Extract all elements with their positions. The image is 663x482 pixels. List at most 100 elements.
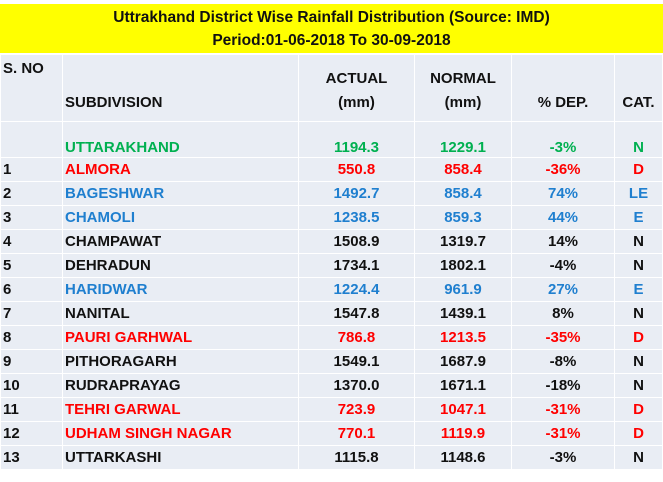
- subdivision-cell: PAURI GARHWAL: [62, 325, 299, 350]
- actual-cell: 1115.8: [298, 445, 415, 470]
- header-normal: NORMAL (mm): [414, 54, 512, 122]
- category-cell: D: [614, 157, 663, 182]
- sno-cell: 9: [0, 349, 63, 374]
- header-actual-unit: (mm): [338, 94, 375, 111]
- header-cat: CAT.: [614, 54, 663, 122]
- departure-cell: -35%: [511, 325, 615, 350]
- table-row: 4 CHAMPAWAT 1508.9 1319.7 14% N: [0, 229, 663, 254]
- table-row: 8 PAURI GARHWAL 786.8 1213.5 -35% D: [0, 325, 663, 350]
- category-cell: N: [614, 229, 663, 254]
- category-cell: N: [614, 121, 663, 158]
- sno-cell: 11: [0, 397, 63, 422]
- subdivision-cell: UDHAM SINGH NAGAR: [62, 421, 299, 446]
- sno-cell: 2: [0, 181, 63, 206]
- table-row: 6 HARIDWAR 1224.4 961.9 27% E: [0, 277, 663, 302]
- category-cell: D: [614, 421, 663, 446]
- header-normal-unit: (mm): [444, 94, 482, 111]
- sno-cell: [0, 121, 63, 158]
- title: Uttrakhand District Wise Rainfall Distri…: [113, 9, 550, 26]
- subdivision-cell: CHAMPAWAT: [62, 229, 299, 254]
- state-total-row: UTTARAKHAND 1194.3 1229.1 -3% N: [0, 121, 663, 158]
- header-sno: S. NO: [0, 54, 63, 122]
- table-row: 10 RUDRAPRAYAG 1370.0 1671.1 -18% N: [0, 373, 663, 398]
- actual-cell: 1238.5: [298, 205, 415, 230]
- subdivision-cell: CHAMOLI: [62, 205, 299, 230]
- header-subdivision: SUBDIVISION: [62, 54, 299, 122]
- normal-cell: 1687.9: [414, 349, 512, 374]
- title-banner: Uttrakhand District Wise Rainfall Distri…: [0, 4, 663, 53]
- actual-cell: 550.8: [298, 157, 415, 182]
- header-row: S. NO SUBDIVISION ACTUAL (mm) NORMAL (mm) …: [0, 54, 663, 122]
- normal-cell: 1119.9: [414, 421, 512, 446]
- normal-cell: 1319.7: [414, 229, 512, 254]
- sno-cell: 10: [0, 373, 63, 398]
- header-actual-label: ACTUAL: [325, 70, 388, 87]
- normal-cell: 858.4: [414, 181, 512, 206]
- normal-cell: 1047.1: [414, 397, 512, 422]
- departure-cell: -8%: [511, 349, 615, 374]
- subdivision-cell: ALMORA: [62, 157, 299, 182]
- departure-cell: -31%: [511, 421, 615, 446]
- actual-cell: 1194.3: [298, 121, 415, 158]
- actual-cell: 786.8: [298, 325, 415, 350]
- table-row: 3 CHAMOLI 1238.5 859.3 44% E: [0, 205, 663, 230]
- departure-cell: 44%: [511, 205, 615, 230]
- actual-cell: 770.1: [298, 421, 415, 446]
- actual-cell: 1547.8: [298, 301, 415, 326]
- sno-cell: 5: [0, 253, 63, 278]
- actual-cell: 1734.1: [298, 253, 415, 278]
- header-dep: % DEP.: [511, 54, 615, 122]
- table-row: 13 UTTARKASHI 1115.8 1148.6 -3% N: [0, 445, 663, 470]
- category-cell: N: [614, 301, 663, 326]
- normal-cell: 1148.6: [414, 445, 512, 470]
- subdivision-cell: NANITAL: [62, 301, 299, 326]
- actual-cell: 723.9: [298, 397, 415, 422]
- normal-cell: 1439.1: [414, 301, 512, 326]
- actual-cell: 1492.7: [298, 181, 415, 206]
- departure-cell: 27%: [511, 277, 615, 302]
- subdivision-cell: DEHRADUN: [62, 253, 299, 278]
- rainfall-table: S. NO SUBDIVISION ACTUAL (mm) NORMAL (mm) …: [0, 54, 663, 470]
- category-cell: LE: [614, 181, 663, 206]
- subdivision-cell: TEHRI GARWAL: [62, 397, 299, 422]
- normal-cell: 1213.5: [414, 325, 512, 350]
- table-row: 2 BAGESHWAR 1492.7 858.4 74% LE: [0, 181, 663, 206]
- table-row: 12 UDHAM SINGH NAGAR 770.1 1119.9 -31% D: [0, 421, 663, 446]
- category-cell: N: [614, 349, 663, 374]
- sno-cell: 6: [0, 277, 63, 302]
- normal-cell: 858.4: [414, 157, 512, 182]
- header-actual: ACTUAL (mm): [298, 54, 415, 122]
- normal-cell: 1229.1: [414, 121, 512, 158]
- departure-cell: 8%: [511, 301, 615, 326]
- table-row: 5 DEHRADUN 1734.1 1802.1 -4% N: [0, 253, 663, 278]
- table-row: 11 TEHRI GARWAL 723.9 1047.1 -31% D: [0, 397, 663, 422]
- header-normal-label: NORMAL: [430, 70, 496, 87]
- sno-cell: 13: [0, 445, 63, 470]
- departure-cell: -4%: [511, 253, 615, 278]
- table-row: 7 NANITAL 1547.8 1439.1 8% N: [0, 301, 663, 326]
- subdivision-cell: HARIDWAR: [62, 277, 299, 302]
- normal-cell: 1802.1: [414, 253, 512, 278]
- departure-cell: -36%: [511, 157, 615, 182]
- actual-cell: 1224.4: [298, 277, 415, 302]
- actual-cell: 1370.0: [298, 373, 415, 398]
- sno-cell: 4: [0, 229, 63, 254]
- departure-cell: -31%: [511, 397, 615, 422]
- category-cell: E: [614, 277, 663, 302]
- departure-cell: 14%: [511, 229, 615, 254]
- departure-cell: -3%: [511, 121, 615, 158]
- actual-cell: 1508.9: [298, 229, 415, 254]
- subdivision-cell: UTTARKASHI: [62, 445, 299, 470]
- actual-cell: 1549.1: [298, 349, 415, 374]
- subdivision-cell: BAGESHWAR: [62, 181, 299, 206]
- period: Period:01-06-2018 To 30-09-2018: [212, 32, 451, 49]
- departure-cell: -18%: [511, 373, 615, 398]
- subdivision-cell: UTTARAKHAND: [62, 121, 299, 158]
- sno-cell: 1: [0, 157, 63, 182]
- table-row: 9 PITHORAGARH 1549.1 1687.9 -8% N: [0, 349, 663, 374]
- departure-cell: -3%: [511, 445, 615, 470]
- normal-cell: 961.9: [414, 277, 512, 302]
- table-row: 1 ALMORA 550.8 858.4 -36% D: [0, 157, 663, 182]
- category-cell: N: [614, 445, 663, 470]
- category-cell: D: [614, 397, 663, 422]
